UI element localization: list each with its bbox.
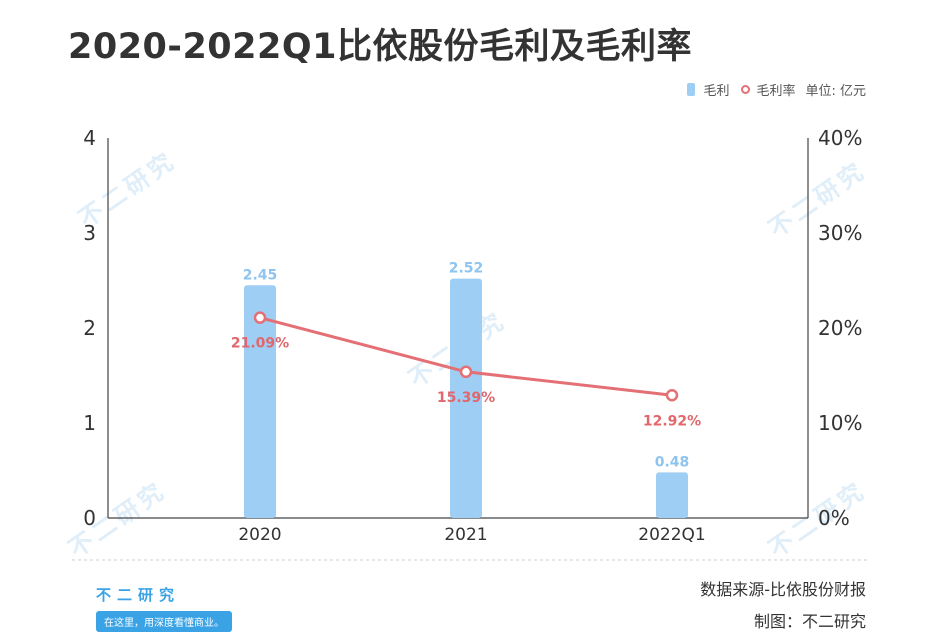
y-right-tick-label: 10% xyxy=(818,411,862,435)
y-left-tick-label: 3 xyxy=(83,221,96,245)
legend-bar-swatch xyxy=(687,83,696,96)
chart-maker: 制图：不二研究 xyxy=(753,612,866,631)
line-point xyxy=(459,365,473,379)
bar-value-label: 2.52 xyxy=(449,261,484,277)
y-left-tick-label: 2 xyxy=(83,316,96,340)
brand-logo: 不二研究 在这里，用深度看懂商业。 xyxy=(96,584,232,632)
y-right-tick-label: 20% xyxy=(818,316,862,340)
brand-name: 不二研究 xyxy=(96,586,181,604)
x-tick-label: 2022Q1 xyxy=(638,525,705,545)
data-source: 数据来源-比依股份财报 xyxy=(700,580,866,599)
line-value-label: 21.09% xyxy=(231,336,289,352)
y-right-tick-label: 30% xyxy=(818,221,862,245)
line-value-label: 15.39% xyxy=(437,390,495,406)
chart-title: 2020-2022Q1比依股份毛利及毛利率 xyxy=(68,27,692,67)
y-left-tick-label: 0 xyxy=(83,506,96,530)
legend-item-bar: 毛利 xyxy=(687,80,729,99)
legend-line-label: 毛利率 xyxy=(756,84,796,99)
y-left-tick-label: 4 xyxy=(83,126,96,150)
bar xyxy=(656,472,688,518)
x-tick-label: 2020 xyxy=(238,525,281,545)
bar-value-label: 2.45 xyxy=(243,267,278,283)
bar xyxy=(244,285,276,518)
unit-label: 单位: 亿元 xyxy=(805,84,866,99)
line-point xyxy=(253,311,267,324)
y-right-tick-label: 0% xyxy=(818,506,850,530)
bar-value-label: 0.48 xyxy=(655,454,690,470)
line-value-label: 12.92% xyxy=(643,413,701,429)
y-left-tick-label: 1 xyxy=(83,411,96,435)
chart-legend: 毛利 毛利率 单位: 亿元 xyxy=(675,80,866,99)
line-point xyxy=(665,389,679,402)
legend-bar-label: 毛利 xyxy=(703,84,730,99)
brand-slogan: 在这里，用深度看懂商业。 xyxy=(96,611,232,632)
legend-line-swatch xyxy=(741,85,751,94)
y-right-tick-label: 40% xyxy=(818,126,862,150)
x-tick-label: 2021 xyxy=(444,525,487,545)
bar xyxy=(450,278,482,518)
legend-item-line: 毛利率 xyxy=(741,80,795,99)
